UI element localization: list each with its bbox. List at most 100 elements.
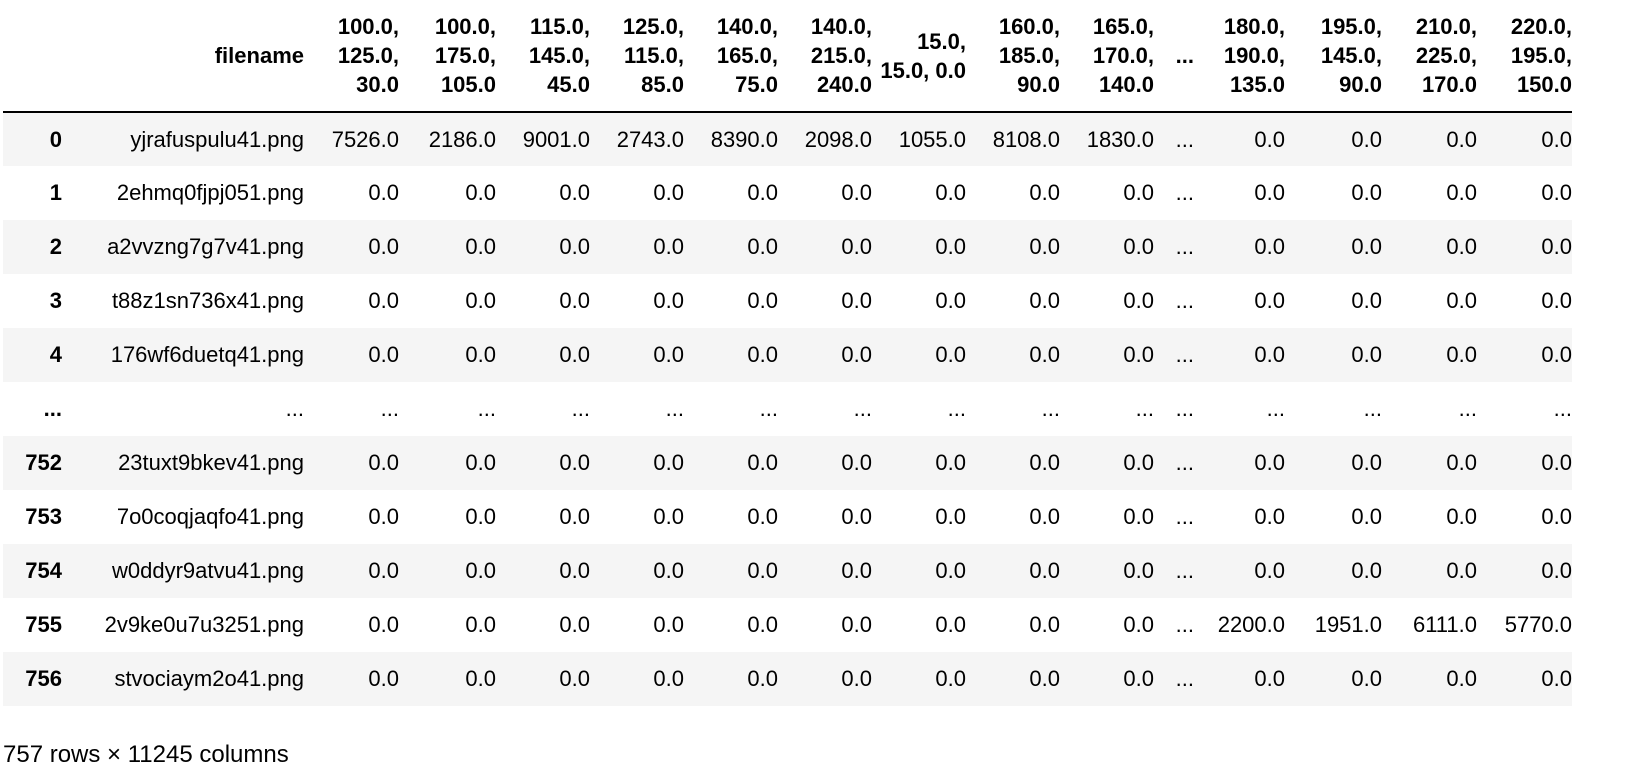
cell-value: 0.0 [1446, 342, 1477, 367]
column-header: 220.0, 195.0, 150.0 [1477, 0, 1572, 113]
cell-value: 0.0 [1541, 666, 1572, 691]
cell-value: 0.0 [653, 612, 684, 637]
cell-value: 0.0 [1541, 450, 1572, 475]
cell-value: 0.0 [1123, 504, 1154, 529]
cell-value: 0.0 [368, 450, 399, 475]
cell-value: 0.0 [1254, 126, 1285, 152]
cell-value: 2200.0 [1217, 612, 1285, 637]
table-row: 753 7o0coqjaqfo41.png 0.0 0.0 0.0 0.0 0.0 0.0 0.… [3, 490, 1572, 544]
cell-value: ... [477, 396, 496, 421]
cell-value: 0.0 [935, 450, 966, 475]
column-header: 210.0, 225.0, 170.0 [1382, 0, 1477, 113]
cell-value: ... [380, 396, 399, 421]
cell-value: 2098.0 [804, 126, 872, 152]
cell-value: 0.0 [1254, 234, 1285, 259]
cell-value: 0.0 [1541, 180, 1572, 205]
cell-value: 0.0 [1029, 180, 1060, 205]
column-header-filename: filename [62, 0, 304, 113]
cell-value: 0.0 [1123, 234, 1154, 259]
row-index: 2 [49, 234, 62, 259]
cell-value: 0.0 [1446, 450, 1477, 475]
cell-value: 0.0 [747, 666, 778, 691]
cell-value: 0.0 [559, 558, 590, 583]
row-index: 754 [25, 558, 62, 583]
cell-value: 0.0 [1351, 234, 1382, 259]
column-header: 100.0, 175.0, 105.0 [399, 0, 496, 113]
cell-value: 0.0 [653, 666, 684, 691]
cell-value: 0.0 [559, 288, 590, 313]
cell-value: 0.0 [465, 558, 496, 583]
cell-filename: w0ddyr9atvu41.png [111, 558, 304, 583]
cell-value: ... [947, 396, 966, 421]
column-header: 165.0, 170.0, 140.0 [1060, 0, 1154, 113]
cell-value: 0.0 [935, 234, 966, 259]
cell-filename: a2vvzng7g7v41.png [107, 234, 304, 259]
cell-filename: 176wf6duetq41.png [110, 342, 304, 367]
table-row: 756 stvociaym2o41.png 0.0 0.0 0.0 0.0 0.0 0.0 0.… [3, 652, 1572, 706]
table-row: 755 2v9ke0u7u3251.png 0.0 0.0 0.0 0.0 0.0 0.0 0.… [3, 598, 1572, 652]
row-index: 0 [49, 126, 62, 152]
cell-value: 0.0 [1541, 504, 1572, 529]
cell-value: 0.0 [935, 666, 966, 691]
cell-value: ... [1458, 396, 1477, 421]
cell-value: 0.0 [1029, 504, 1060, 529]
table-row: 0 yjrafuspulu41.png 7526.0 2186.0 9001.0 2743… [3, 112, 1572, 166]
cell-value: 0.0 [1351, 558, 1382, 583]
cell-value: 0.0 [368, 180, 399, 205]
cell-value: 0.0 [465, 504, 496, 529]
table-row: ........................................… [3, 382, 1572, 436]
cell-value: 0.0 [1351, 288, 1382, 313]
cell-value: ... [853, 396, 872, 421]
row-index: 755 [25, 612, 62, 637]
cell-value: 0.0 [1351, 450, 1382, 475]
cell-value: 0.0 [1029, 666, 1060, 691]
cell-value: 0.0 [1446, 288, 1477, 313]
cell-value: ... [571, 396, 590, 421]
row-index: 753 [25, 504, 62, 529]
cell-value: 0.0 [465, 342, 496, 367]
cell-value: 0.0 [1029, 234, 1060, 259]
cell-value: 0.0 [1029, 612, 1060, 637]
cell-value: 0.0 [1254, 450, 1285, 475]
cell-value: 0.0 [559, 666, 590, 691]
cell-value: 0.0 [559, 342, 590, 367]
cell-value: 0.0 [1029, 288, 1060, 313]
cell-filename: 23tuxt9bkev41.png [118, 450, 304, 475]
cell-value: 0.0 [559, 504, 590, 529]
cell-value: 0.0 [747, 234, 778, 259]
cell-filename: 7o0coqjaqfo41.png [116, 504, 304, 529]
cell-value: 0.0 [841, 342, 872, 367]
cell-value: 0.0 [368, 288, 399, 313]
column-header: 140.0, 215.0, 240.0 [778, 0, 872, 113]
cell-value: 0.0 [368, 234, 399, 259]
cell-ellipsis: ... [1175, 126, 1194, 152]
table-row: 3 t88z1sn736x41.png 0.0 0.0 0.0 0.0 0.0 0.0 0.0 0… [3, 274, 1572, 328]
cell-value: 0.0 [1446, 180, 1477, 205]
cell-value: 0.0 [1123, 180, 1154, 205]
cell-value: 0.0 [368, 558, 399, 583]
cell-ellipsis: ... [1175, 234, 1194, 259]
cell-value: 0.0 [1029, 450, 1060, 475]
cell-value: 0.0 [465, 180, 496, 205]
cell-value: 0.0 [1123, 342, 1154, 367]
cell-value: 0.0 [747, 342, 778, 367]
cell-value: 0.0 [935, 558, 966, 583]
cell-value: 1830.0 [1086, 126, 1154, 152]
cell-value: 0.0 [653, 180, 684, 205]
index-header [3, 0, 62, 113]
cell-value: 0.0 [1351, 180, 1382, 205]
cell-value: 0.0 [465, 450, 496, 475]
cell-value: 0.0 [841, 504, 872, 529]
table-row: 2 a2vvzng7g7v41.png 0.0 0.0 0.0 0.0 0.0 0.0 0.0 0… [3, 220, 1572, 274]
cell-value: 0.0 [935, 504, 966, 529]
dataframe-table: filename 100.0, 125.0, 30.0 100.0, 175.0,… [3, 0, 1572, 706]
cell-value: 0.0 [1351, 126, 1382, 152]
column-header: 100.0, 125.0, 30.0 [304, 0, 399, 113]
table-header: filename 100.0, 125.0, 30.0 100.0, 175.0,… [3, 0, 1572, 113]
cell-filename: 2v9ke0u7u3251.png [104, 612, 304, 637]
cell-value: 0.0 [1446, 126, 1477, 152]
cell-ellipsis: ... [1175, 396, 1194, 421]
cell-value: 0.0 [1541, 558, 1572, 583]
cell-filename: ... [285, 396, 304, 421]
cell-value: 0.0 [1541, 288, 1572, 313]
